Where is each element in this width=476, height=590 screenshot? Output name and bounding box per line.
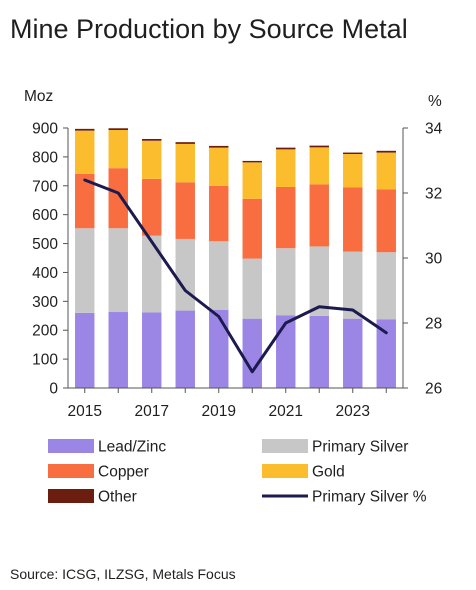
bar-copper-2017 <box>142 178 162 236</box>
bar-primary-silver-2017 <box>142 235 162 313</box>
bar-primary-silver-2023 <box>343 251 363 319</box>
bar-other-2016 <box>108 128 128 131</box>
legend-label-primary-silver: Primary Silver % <box>312 489 427 506</box>
bar-other-2023 <box>343 152 363 154</box>
bar-gold-2023 <box>343 154 363 188</box>
bar-gold-2018 <box>175 143 195 183</box>
bar-copper-2016 <box>108 168 128 229</box>
left-ticks: 0 100 200 300 400 500 600 700 800 900 <box>32 121 68 398</box>
bar-primary-silver-2019 <box>209 241 229 310</box>
bar-lead-zinc-2022 <box>309 315 329 388</box>
y-left-axis-label: Moz <box>24 88 53 105</box>
bar-copper-2024 <box>376 189 396 253</box>
y-right-axis-label: % <box>428 93 442 110</box>
left-tick-label-700: 700 <box>32 178 58 195</box>
stacked-bar-line-chart: Moz % 0 100 200 300 400 500 600 700 800 900 26 28 3… <box>24 88 443 506</box>
bar-gold-2015 <box>75 130 95 174</box>
right-tick-label-30: 30 <box>425 251 443 268</box>
right-ticks: 26 28 30 32 34 <box>403 121 443 398</box>
legend-swatch-copper <box>48 464 94 478</box>
x-tick-label-2021: 2021 <box>269 403 303 420</box>
bar-copper-2022 <box>309 184 329 247</box>
right-tick-label-26: 26 <box>425 381 442 398</box>
bars-group <box>75 128 396 388</box>
legend-swatch-other <box>48 489 94 503</box>
bar-gold-2022 <box>309 147 329 185</box>
bar-lead-zinc-2021 <box>276 315 296 388</box>
legend-swatch-gold <box>262 464 308 478</box>
right-tick-label-32: 32 <box>425 186 442 203</box>
bar-primary-silver-2018 <box>175 238 195 311</box>
x-tick-label-2015: 2015 <box>68 403 102 420</box>
bar-copper-2021 <box>276 186 296 249</box>
bar-primary-silver-2020 <box>242 258 262 319</box>
left-tick-label-900: 900 <box>32 121 58 138</box>
bar-other-2022 <box>309 145 329 148</box>
bar-lead-zinc-2020 <box>242 318 262 388</box>
bar-copper-2018 <box>175 182 195 239</box>
bar-other-2021 <box>276 147 296 150</box>
bar-primary-silver-2021 <box>276 248 296 316</box>
left-tick-label-0: 0 <box>49 381 58 398</box>
bar-lead-zinc-2019 <box>209 310 229 388</box>
bar-gold-2020 <box>242 162 262 199</box>
bar-primary-silver-2022 <box>309 246 329 316</box>
line-layer <box>83 178 388 374</box>
bar-gold-2024 <box>376 152 396 190</box>
bar-other-2015 <box>75 128 95 131</box>
right-tick-label-28: 28 <box>425 316 442 333</box>
bar-other-2020 <box>242 160 262 163</box>
bar-lead-zinc-2017 <box>142 312 162 388</box>
legend-label-other: Other <box>98 489 137 506</box>
left-tick-label-400: 400 <box>32 265 58 282</box>
bar-lead-zinc-2015 <box>75 312 95 388</box>
chart-title: Mine Production by Source Metal <box>10 14 408 44</box>
bar-other-2024 <box>376 150 396 153</box>
bar-other-2019 <box>209 145 229 148</box>
legend-swatch-lead-zinc <box>48 439 94 453</box>
bar-lead-zinc-2018 <box>175 310 195 388</box>
left-tick-label-300: 300 <box>32 294 58 311</box>
source-note: Source: ICSG, ILZSG, Metals Focus <box>10 566 236 582</box>
bar-other-2017 <box>142 138 162 141</box>
bar-primary-silver-2016 <box>108 228 128 313</box>
left-tick-label-800: 800 <box>32 149 58 166</box>
bar-gold-2021 <box>276 149 296 187</box>
left-tick-label-200: 200 <box>32 323 58 340</box>
legend-label-gold: Gold <box>312 464 345 481</box>
left-tick-label-500: 500 <box>32 236 58 253</box>
x-ticks: 2015 2017 2019 2021 2023 <box>68 388 387 420</box>
left-tick-label-100: 100 <box>32 352 58 369</box>
bar-copper-2019 <box>209 185 229 242</box>
x-tick-label-2017: 2017 <box>135 403 169 420</box>
x-tick-label-2019: 2019 <box>202 403 236 420</box>
right-tick-label-34: 34 <box>425 121 443 138</box>
bar-gold-2016 <box>108 130 128 169</box>
bar-copper-2023 <box>343 187 363 252</box>
primary-silver-pct-line <box>83 178 388 374</box>
bar-gold-2017 <box>142 140 162 179</box>
bar-copper-2015 <box>75 173 95 229</box>
bar-lead-zinc-2016 <box>108 312 128 388</box>
chart-legend: Lead/Zinc Primary Silver Copper Gold Other Pr… <box>48 439 427 506</box>
bar-gold-2019 <box>209 147 229 186</box>
legend-swatch-primary-silver <box>262 439 308 453</box>
bar-other-2018 <box>175 142 195 144</box>
bar-lead-zinc-2023 <box>343 318 363 388</box>
x-tick-label-2023: 2023 <box>336 403 370 420</box>
legend-label-copper: Copper <box>98 464 149 481</box>
bar-primary-silver-2015 <box>75 228 95 313</box>
legend-label-primary-silver: Primary Silver <box>312 439 408 456</box>
bar-primary-silver-2024 <box>376 252 396 320</box>
bar-lead-zinc-2024 <box>376 319 396 388</box>
left-tick-label-600: 600 <box>32 207 58 224</box>
bar-copper-2020 <box>242 198 262 259</box>
legend-label-lead-zinc: Lead/Zinc <box>98 439 166 456</box>
